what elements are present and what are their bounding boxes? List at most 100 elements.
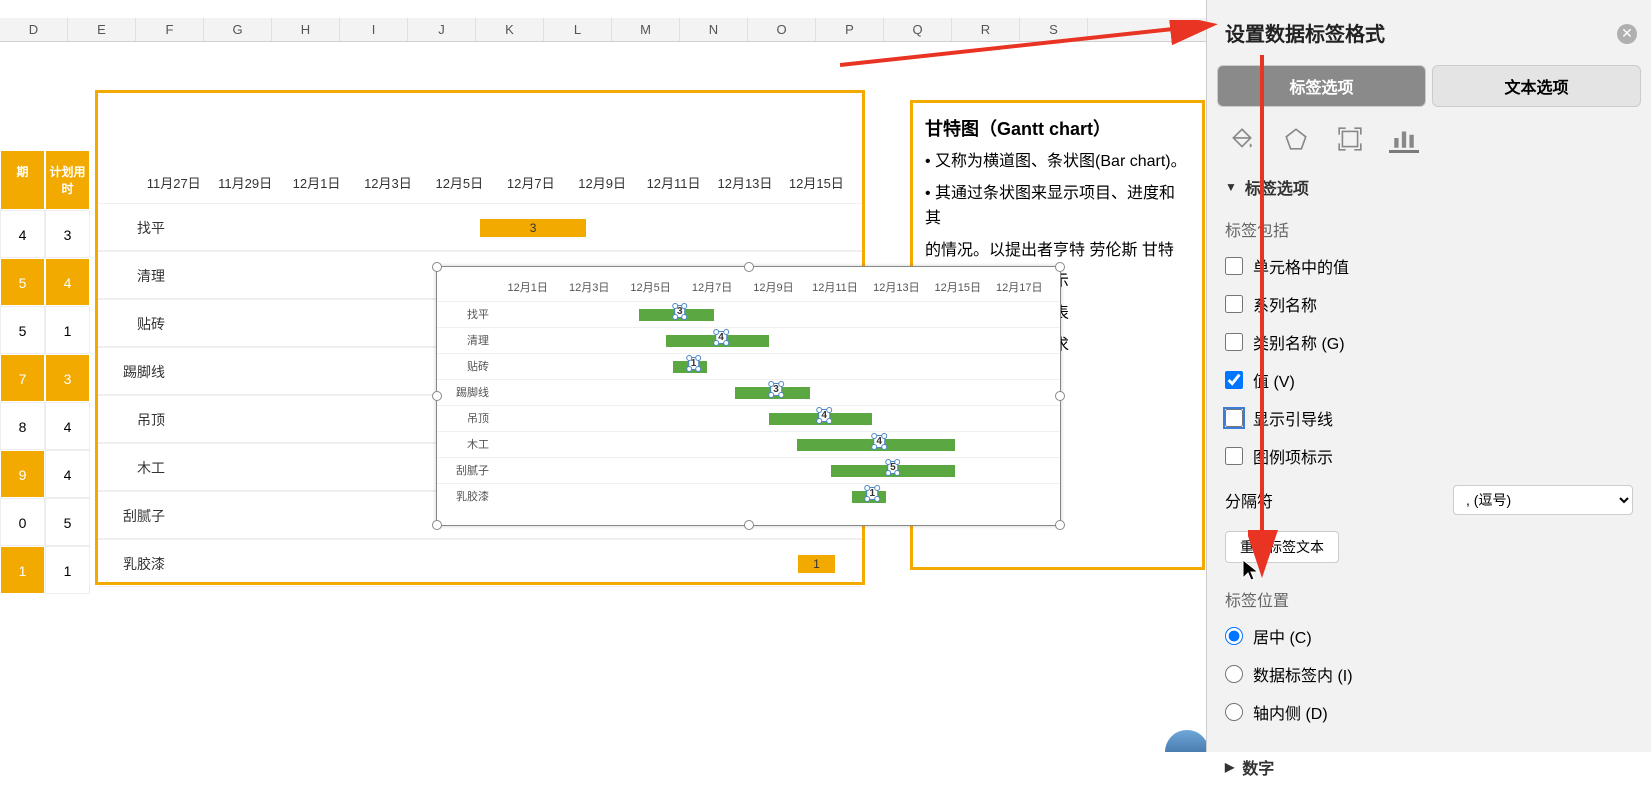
column-header[interactable]: P xyxy=(816,18,884,41)
radio[interactable] xyxy=(1225,703,1243,721)
table-cell[interactable]: 4 xyxy=(45,402,90,450)
separator-select[interactable]: , (逗号) xyxy=(1453,485,1633,515)
selection-handle[interactable] xyxy=(686,366,692,372)
column-header[interactable]: I xyxy=(340,18,408,41)
selection-handle[interactable] xyxy=(885,470,891,476)
data-label[interactable]: 3 xyxy=(674,305,686,318)
data-label[interactable]: 1 xyxy=(866,487,878,500)
selection-handle[interactable] xyxy=(895,470,901,476)
selection-handle[interactable] xyxy=(695,355,701,361)
checkbox-row[interactable]: 显示引导线 xyxy=(1225,399,1633,437)
column-header[interactable]: H xyxy=(272,18,340,41)
resize-handle[interactable] xyxy=(744,262,754,272)
data-label[interactable]: 4 xyxy=(715,331,727,344)
column-header[interactable]: F xyxy=(136,18,204,41)
table-cell[interactable]: 5 xyxy=(45,498,90,546)
table-cell[interactable]: 9 xyxy=(0,450,45,498)
table-cell[interactable]: 4 xyxy=(0,210,45,258)
selection-handle[interactable] xyxy=(682,303,688,309)
table-cell[interactable]: 5 xyxy=(0,306,45,354)
data-label[interactable]: 1 xyxy=(688,357,700,370)
checkbox-row[interactable]: 值 (V) xyxy=(1225,361,1633,399)
avatar[interactable] xyxy=(1165,730,1209,752)
fill-icon[interactable] xyxy=(1227,125,1257,153)
table-row[interactable]: 84 xyxy=(0,402,90,450)
resize-handle[interactable] xyxy=(1055,262,1065,272)
tab-label-options[interactable]: 标签选项 xyxy=(1217,65,1426,107)
close-icon[interactable]: ✕ xyxy=(1617,24,1637,44)
column-header[interactable]: D xyxy=(0,18,68,41)
data-label[interactable]: 4 xyxy=(873,435,885,448)
tab-text-options[interactable]: 文本选项 xyxy=(1432,65,1641,107)
selection-handle[interactable] xyxy=(885,459,891,465)
table-cell[interactable]: 1 xyxy=(45,546,90,594)
data-label[interactable]: 4 xyxy=(818,409,830,422)
column-header[interactable]: G xyxy=(204,18,272,41)
radio[interactable] xyxy=(1225,627,1243,645)
table-row[interactable]: 43 xyxy=(0,210,90,258)
checkbox[interactable] xyxy=(1225,371,1243,389)
selection-handle[interactable] xyxy=(695,366,701,372)
data-label[interactable]: 5 xyxy=(887,461,899,474)
selection-handle[interactable] xyxy=(768,392,774,398)
data-label[interactable]: 3 xyxy=(770,383,782,396)
section-label-options[interactable]: ▼ 标签选项 xyxy=(1225,165,1633,209)
checkbox[interactable] xyxy=(1225,409,1243,427)
checkbox[interactable] xyxy=(1225,333,1243,351)
column-header[interactable]: L xyxy=(544,18,612,41)
table-cell[interactable]: 0 xyxy=(0,498,45,546)
selection-handle[interactable] xyxy=(672,303,678,309)
checkbox-row[interactable]: 单元格中的值 xyxy=(1225,247,1633,285)
selection-handle[interactable] xyxy=(768,381,774,387)
resize-handle[interactable] xyxy=(1055,520,1065,530)
selection-handle[interactable] xyxy=(871,433,877,439)
selection-handle[interactable] xyxy=(874,485,880,491)
checkbox-row[interactable]: 类别名称 (G) xyxy=(1225,323,1633,361)
radio-row[interactable]: 轴内侧 (D) xyxy=(1225,693,1633,731)
selection-handle[interactable] xyxy=(826,407,832,413)
radio-row[interactable]: 数据标签内 (I) xyxy=(1225,655,1633,693)
selection-handle[interactable] xyxy=(826,418,832,424)
selection-handle[interactable] xyxy=(881,444,887,450)
table-row[interactable]: 54 xyxy=(0,258,90,306)
column-header[interactable]: N xyxy=(680,18,748,41)
resize-handle[interactable] xyxy=(744,520,754,530)
table-cell[interactable]: 1 xyxy=(0,546,45,594)
selection-handle[interactable] xyxy=(778,392,784,398)
radio[interactable] xyxy=(1225,665,1243,683)
checkbox-row[interactable]: 图例项标示 xyxy=(1225,437,1633,475)
table-row[interactable]: 05 xyxy=(0,498,90,546)
checkbox[interactable] xyxy=(1225,447,1243,465)
selection-handle[interactable] xyxy=(895,459,901,465)
table-cell[interactable]: 1 xyxy=(45,306,90,354)
table-cell[interactable]: 8 xyxy=(0,402,45,450)
selection-handle[interactable] xyxy=(816,418,822,424)
radio-row[interactable]: 居中 (C) xyxy=(1225,617,1633,655)
selection-handle[interactable] xyxy=(874,496,880,502)
checkbox-row[interactable]: 系列名称 xyxy=(1225,285,1633,323)
size-icon[interactable] xyxy=(1335,125,1365,153)
column-header[interactable]: J xyxy=(408,18,476,41)
resize-handle[interactable] xyxy=(432,520,442,530)
table-cell[interactable]: 7 xyxy=(0,354,45,402)
table-cell[interactable]: 3 xyxy=(45,354,90,402)
selection-handle[interactable] xyxy=(864,485,870,491)
column-header[interactable]: O xyxy=(748,18,816,41)
floating-gantt-chart[interactable]: 12月1日12月3日12月5日12月7日12月9日12月11日12月13日12月… xyxy=(436,266,1061,526)
selection-handle[interactable] xyxy=(686,355,692,361)
selection-handle[interactable] xyxy=(713,340,719,346)
table-cell[interactable]: 4 xyxy=(45,258,90,306)
column-header[interactable]: Q xyxy=(884,18,952,41)
table-cell[interactable]: 3 xyxy=(45,210,90,258)
column-header[interactable]: S xyxy=(1020,18,1088,41)
selection-handle[interactable] xyxy=(881,433,887,439)
table-row[interactable]: 51 xyxy=(0,306,90,354)
table-cell[interactable]: 5 xyxy=(0,258,45,306)
selection-handle[interactable] xyxy=(816,407,822,413)
table-cell[interactable]: 4 xyxy=(45,450,90,498)
column-header[interactable]: E xyxy=(68,18,136,41)
table-row[interactable]: 11 xyxy=(0,546,90,594)
selection-handle[interactable] xyxy=(723,340,729,346)
column-header[interactable]: M xyxy=(612,18,680,41)
checkbox[interactable] xyxy=(1225,257,1243,275)
